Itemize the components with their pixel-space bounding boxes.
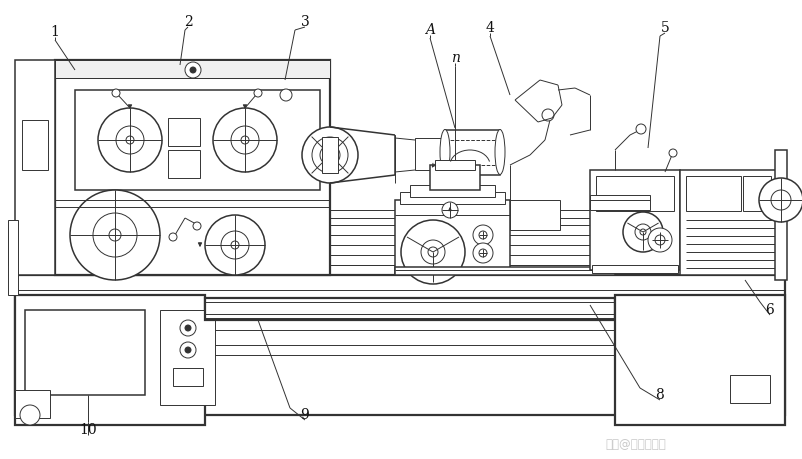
Circle shape	[184, 62, 200, 78]
Bar	[395, 200, 509, 275]
Circle shape	[302, 127, 358, 183]
Circle shape	[190, 67, 196, 73]
Circle shape	[115, 126, 144, 154]
Circle shape	[231, 241, 239, 249]
Bar	[15, 390, 50, 418]
Bar	[435, 160, 475, 170]
Circle shape	[192, 222, 200, 230]
Bar	[75, 90, 320, 190]
Bar	[742, 176, 770, 211]
Circle shape	[180, 342, 196, 358]
Bar	[15, 275, 784, 415]
Bar	[172, 368, 203, 386]
Bar	[160, 310, 215, 405]
Circle shape	[184, 325, 191, 331]
Bar	[55, 60, 330, 78]
Bar	[774, 150, 786, 280]
Circle shape	[205, 215, 265, 275]
Bar	[410, 185, 494, 197]
Circle shape	[400, 220, 464, 284]
Circle shape	[312, 137, 347, 173]
Bar	[429, 165, 480, 190]
Circle shape	[758, 178, 802, 222]
Text: 5: 5	[660, 21, 669, 35]
Circle shape	[668, 149, 676, 157]
Circle shape	[213, 108, 277, 172]
Bar	[614, 295, 784, 425]
Bar	[395, 267, 614, 275]
Circle shape	[441, 202, 457, 218]
Bar	[399, 192, 504, 204]
Circle shape	[472, 243, 492, 263]
Text: 10: 10	[79, 423, 97, 437]
Circle shape	[126, 136, 134, 144]
Bar	[15, 60, 55, 275]
Circle shape	[184, 347, 191, 353]
Circle shape	[479, 249, 486, 257]
Bar	[205, 298, 614, 320]
Circle shape	[253, 89, 261, 97]
Text: A: A	[424, 23, 435, 37]
Circle shape	[20, 405, 40, 425]
Circle shape	[93, 213, 137, 257]
Circle shape	[479, 231, 486, 239]
Ellipse shape	[439, 129, 449, 174]
Bar	[168, 150, 200, 178]
Ellipse shape	[494, 129, 504, 174]
Circle shape	[635, 124, 645, 134]
Bar	[25, 310, 145, 395]
Text: 3: 3	[300, 15, 309, 29]
Circle shape	[647, 228, 671, 252]
Text: 2: 2	[184, 15, 192, 29]
Bar	[15, 295, 205, 425]
Circle shape	[241, 136, 249, 144]
Text: n: n	[450, 51, 459, 65]
Bar	[415, 138, 444, 170]
Circle shape	[541, 109, 553, 121]
Circle shape	[70, 190, 160, 280]
Text: 1: 1	[51, 25, 59, 39]
Circle shape	[420, 240, 444, 264]
Bar	[591, 265, 677, 273]
Circle shape	[472, 225, 492, 245]
Circle shape	[634, 224, 650, 240]
Circle shape	[770, 190, 790, 210]
Text: 4: 4	[485, 21, 494, 35]
Bar	[322, 137, 338, 173]
Bar	[8, 220, 18, 295]
Circle shape	[280, 89, 292, 101]
Bar	[22, 120, 48, 170]
Circle shape	[180, 320, 196, 336]
Bar	[595, 176, 673, 211]
Circle shape	[221, 231, 249, 259]
Circle shape	[109, 229, 121, 241]
Text: 6: 6	[764, 303, 773, 317]
Circle shape	[168, 233, 176, 241]
Bar	[168, 118, 200, 146]
Text: 8: 8	[654, 388, 663, 402]
Circle shape	[622, 212, 662, 252]
Bar	[444, 130, 500, 175]
Bar	[8, 230, 16, 265]
Bar	[589, 170, 679, 270]
Circle shape	[98, 108, 162, 172]
Circle shape	[231, 126, 259, 154]
Bar	[509, 200, 559, 230]
Circle shape	[427, 247, 437, 257]
Circle shape	[111, 89, 119, 97]
Bar	[318, 140, 342, 170]
Circle shape	[320, 145, 339, 165]
Text: 9: 9	[300, 408, 309, 422]
Bar	[729, 375, 769, 403]
Bar	[55, 60, 330, 275]
Text: 知乎@砖渣莫图联: 知乎@砖渣莫图联	[604, 438, 665, 452]
Circle shape	[639, 229, 645, 235]
Circle shape	[654, 235, 664, 245]
Bar	[679, 170, 779, 275]
Bar	[589, 195, 649, 210]
Bar	[685, 176, 740, 211]
